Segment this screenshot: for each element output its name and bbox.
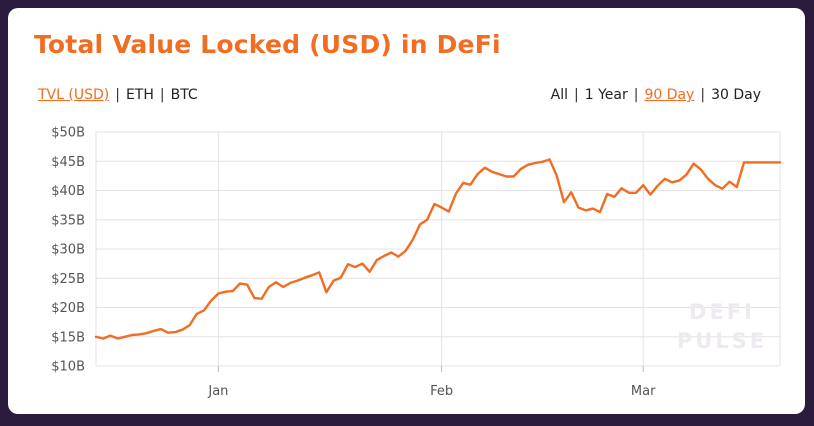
separator: | (574, 87, 579, 103)
x-tick-label: Jan (207, 384, 228, 399)
y-tick-label: $45B (51, 155, 85, 170)
y-tick-label: $30B (51, 243, 85, 258)
y-tick-label: $25B (51, 272, 85, 287)
range-1-year[interactable]: 1 Year (584, 87, 628, 103)
toggle-eth[interactable]: ETH (125, 87, 154, 103)
series (94, 158, 782, 340)
line-chart: $10B $15B $20B $25B $30B $35B $40B $45B $50B Jan… (51, 126, 782, 399)
y-tick-label: $20B (51, 301, 85, 316)
separator: | (633, 87, 639, 103)
watermark-line-1: DEFI (689, 300, 755, 324)
watermark: DEFI PULSE (677, 300, 767, 353)
range-30-day[interactable]: 30 Day (711, 87, 761, 103)
x-axis: Jan Feb Mar (207, 366, 656, 399)
y-tick-label: $35B (51, 213, 85, 228)
x-tick-label: Mar (631, 384, 656, 399)
y-axis: $10B $15B $20B $25B $30B $35B $40B $45B $50B (51, 126, 85, 375)
y-tick-label: $40B (51, 184, 85, 199)
separator: | (159, 87, 165, 103)
y-tick-label: $10B (51, 360, 85, 375)
chart-title: Total Value Locked (USD) in DeFi (34, 30, 501, 59)
toggle-btc[interactable]: BTC (170, 87, 198, 103)
separator: | (115, 87, 120, 103)
range-all[interactable]: All (550, 87, 568, 103)
range-90-day[interactable]: 90 Day (644, 87, 695, 103)
y-tick-label: $15B (51, 330, 85, 345)
currency-toggle: TVL (USD) | ETH | BTC (38, 87, 198, 103)
toggle-tvl-usd[interactable]: TVL (USD) (38, 87, 110, 103)
range-toggle: All | 1 Year | 90 Day | 30 Day (551, 87, 761, 103)
grid (95, 131, 781, 367)
separator: | (700, 87, 706, 103)
tvl-line (94, 158, 782, 340)
x-tick-label: Feb (430, 384, 453, 399)
y-tick-label: $50B (51, 126, 85, 141)
chart-card: Total Value Locked (USD) in DeFi TVL (US… (8, 8, 805, 414)
watermark-line-2: PULSE (677, 329, 767, 353)
